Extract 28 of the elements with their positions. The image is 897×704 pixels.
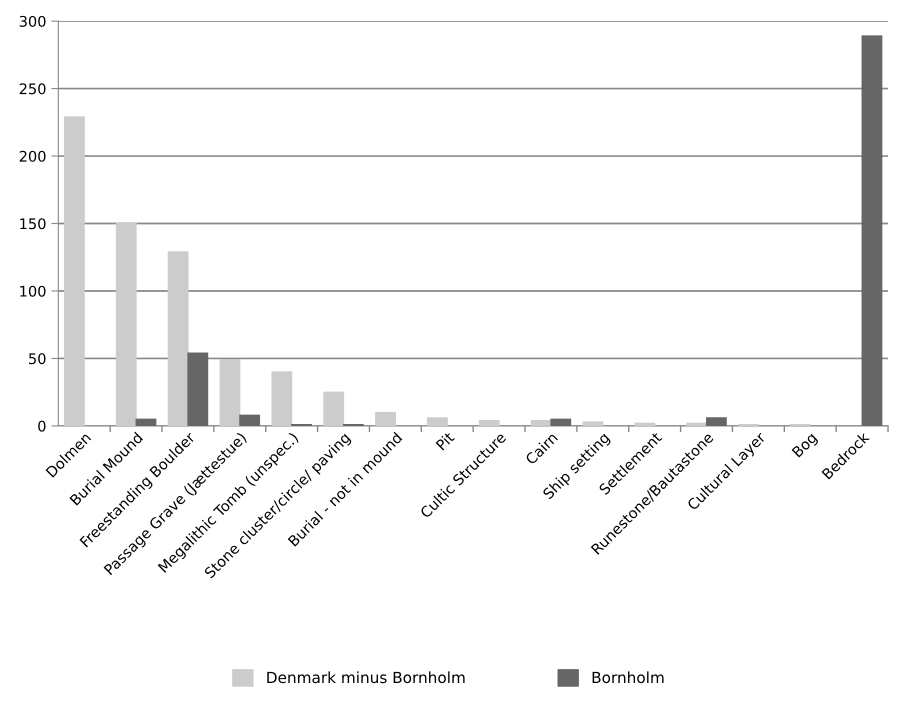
y-tick-label: 0	[38, 420, 46, 432]
bar	[550, 418, 572, 426]
y-tick-label: 100	[20, 286, 46, 297]
bar	[116, 222, 137, 426]
bar	[136, 418, 156, 426]
bar	[323, 392, 344, 426]
legend-label: Denmark minus Bornholm	[267, 671, 465, 684]
bar	[375, 412, 396, 426]
bar	[426, 417, 448, 426]
bar	[706, 417, 727, 426]
y-tick-label: 250	[20, 83, 46, 94]
y-tick-label: 300	[20, 16, 46, 27]
bar	[187, 352, 208, 426]
y-tick-label: 150	[20, 218, 46, 230]
y-tick-label: 200	[20, 150, 46, 162]
bar	[478, 420, 500, 426]
bar	[271, 371, 292, 426]
bar	[220, 359, 240, 426]
bar	[530, 420, 552, 426]
bar	[862, 35, 882, 426]
legend-label: Bornholm	[592, 671, 664, 684]
x-tick-label: Pit	[435, 431, 455, 450]
bar	[634, 422, 656, 426]
y-tick-label: 50	[29, 353, 46, 364]
bar	[64, 116, 85, 426]
bar	[168, 251, 189, 426]
bar	[239, 414, 260, 426]
x-tick-label: Bog	[792, 432, 820, 460]
